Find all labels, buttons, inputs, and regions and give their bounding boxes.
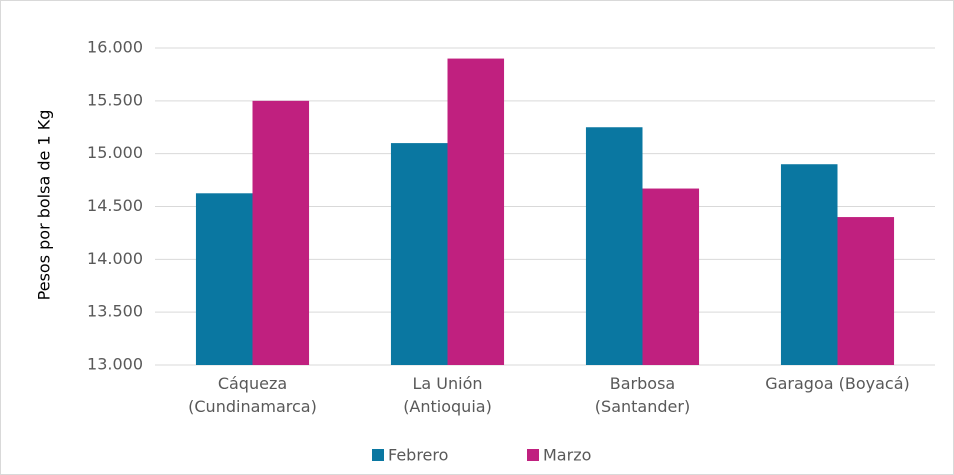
bar [252,100,310,365]
y-tick-label: 14.500 [87,196,143,215]
x-tick-label: Cáqueza (Cundinamarca) [188,374,317,416]
legend-swatch [372,449,384,461]
x-tick-label: Garagoa (Boyacá) [765,374,910,393]
y-tick-label: 16.000 [87,38,143,57]
legend-label: Marzo [543,446,591,465]
x-tick-label: La Unión (Antioquia) [403,374,492,416]
bar [390,143,448,365]
x-tick-label: Barbosa (Santander) [594,374,691,416]
bar [642,188,700,365]
legend-label: Febrero [388,446,448,465]
y-tick-label: 14.000 [87,249,143,268]
bar [585,127,643,365]
bar [780,164,838,365]
y-axis-label: Pesos por bolsa de 1 Kg [35,110,54,301]
bar [195,193,253,365]
y-tick-label: 13.000 [87,355,143,374]
y-tick-label: 15.500 [87,90,143,109]
y-tick-label: 15.000 [87,143,143,162]
bar [837,217,895,365]
y-tick-label: 13.500 [87,302,143,321]
legend-swatch [527,449,539,461]
bar [447,58,505,366]
